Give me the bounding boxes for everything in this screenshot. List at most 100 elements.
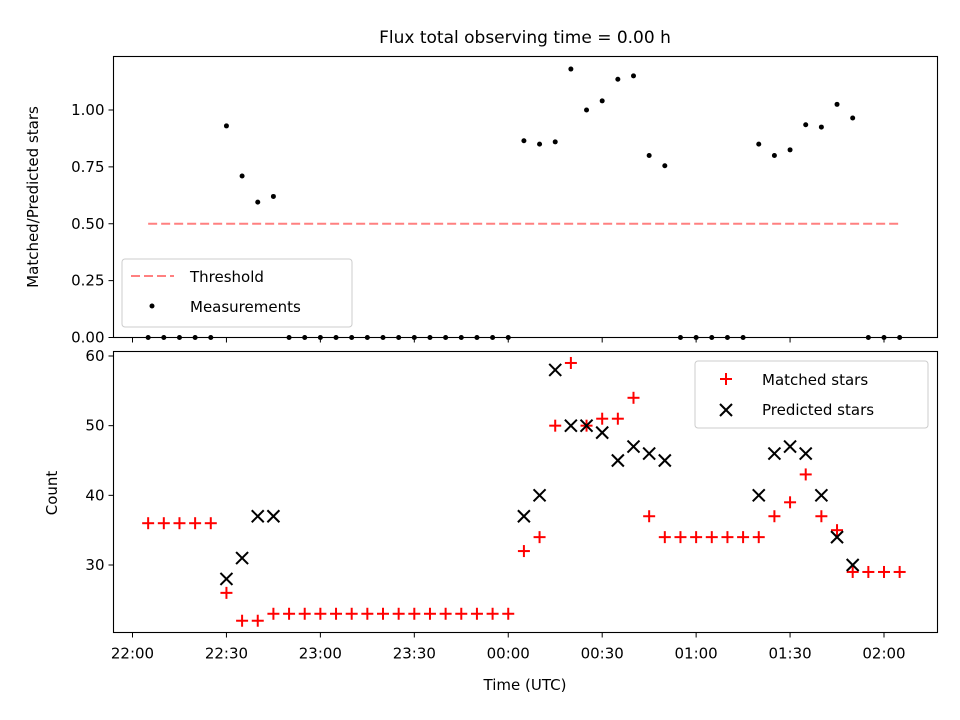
top-title: Flux total observing time = 0.00 h xyxy=(379,28,671,48)
bottom-x-tick-label: 02:00 xyxy=(862,645,905,663)
matched-star-point xyxy=(470,607,483,620)
predicted-star-point xyxy=(266,509,281,523)
bottom-x-tick-label: 22:30 xyxy=(205,645,248,663)
top-legend-box xyxy=(121,258,353,328)
top-y-tick-label: 1.00 xyxy=(71,101,104,119)
matched-star-point xyxy=(846,565,859,578)
legend-predicted-swatch xyxy=(719,403,733,417)
matched-star-point xyxy=(643,510,656,523)
measurement-point xyxy=(771,153,777,158)
matched-star-point xyxy=(267,607,280,620)
predicted-star-point xyxy=(767,446,782,461)
measurement-point xyxy=(270,193,276,199)
matched-star-point xyxy=(690,531,703,544)
matched-star-point xyxy=(189,517,202,530)
matched-star-point xyxy=(408,607,421,620)
matched-star-point xyxy=(220,586,233,599)
measurement-point xyxy=(584,107,590,113)
matched-star-point xyxy=(752,531,765,544)
matched-star-point xyxy=(377,607,389,620)
predicted-star-point xyxy=(517,509,531,523)
bottom-panel: Count Time (UTC) 30 40 50 60 22:00 22:30 23:0… xyxy=(43,347,939,694)
bottom-y-ticks: 30 40 50 60 xyxy=(85,347,114,574)
measurement-point xyxy=(646,153,652,158)
predicted-star-point xyxy=(219,572,234,586)
measurement-point xyxy=(803,122,809,128)
measurement-point xyxy=(255,199,261,205)
top-y-axis-label: Matched/Predicted stars xyxy=(24,106,42,288)
measurement-point xyxy=(787,147,793,153)
measurement-point xyxy=(615,76,621,82)
measurement-point xyxy=(850,115,856,121)
bottom-x-tick-label: 23:30 xyxy=(393,645,436,663)
matched-star-point xyxy=(439,607,452,620)
bottom-x-axis-label: Time (UTC) xyxy=(483,676,567,694)
matched-star-point xyxy=(236,614,249,627)
measurement-point xyxy=(239,173,245,179)
matched-star-point xyxy=(721,531,734,544)
top-y-tick-label: 0.50 xyxy=(71,215,104,233)
matched-star-point xyxy=(298,607,311,620)
matched-star-point xyxy=(815,510,828,523)
matched-star-point xyxy=(768,510,781,523)
matched-star-point xyxy=(486,607,499,620)
predicted-star-point xyxy=(251,509,265,523)
matched-star-point xyxy=(361,607,374,620)
matched-star-point xyxy=(564,356,577,369)
matched-star-point xyxy=(455,607,468,620)
legend-measurements-swatch xyxy=(149,303,155,309)
matched-star-point xyxy=(549,419,562,432)
predicted-star-point xyxy=(579,418,594,433)
matched-star-point xyxy=(314,607,327,620)
bottom-x-tick-label: 22:00 xyxy=(111,645,154,663)
bottom-x-tick-label: 00:00 xyxy=(487,645,530,663)
predicted-star-point xyxy=(830,530,844,544)
matched-star-point xyxy=(142,517,155,530)
matched-star-point xyxy=(737,531,750,544)
measurement-point xyxy=(223,123,229,129)
bottom-x-tick-label: 01:30 xyxy=(768,645,811,663)
predicted-star-point xyxy=(814,488,829,503)
top-axes-frame xyxy=(112,55,939,339)
matched-star-point xyxy=(878,565,890,578)
predicted-star-point xyxy=(626,439,641,454)
predicted-star-point xyxy=(799,446,813,461)
top-x-ticks xyxy=(132,337,885,343)
bottom-y-tick-label: 30 xyxy=(85,556,104,574)
bottom-y-axis-label: Count xyxy=(43,471,61,516)
predicted-star-point xyxy=(783,439,797,454)
measurement-point xyxy=(756,141,762,147)
matched-star-point xyxy=(627,391,640,404)
bottom-x-tick-label: 00:30 xyxy=(581,645,624,663)
matched-star-point xyxy=(596,412,609,425)
matched-star-point xyxy=(423,607,436,620)
bottom-y-tick-label: 40 xyxy=(85,486,104,504)
matched-star-point xyxy=(674,531,687,544)
matched-star-point xyxy=(611,412,624,425)
predicted-star-point xyxy=(564,418,578,433)
bottom-y-tick-label: 60 xyxy=(85,347,104,365)
top-plot-area xyxy=(145,66,903,340)
top-y-tick-label: 0.00 xyxy=(71,329,104,347)
predicted-star-point xyxy=(235,551,249,565)
measurement-point xyxy=(552,139,558,145)
top-y-tick-label: 0.25 xyxy=(71,272,104,290)
predicted-star-point xyxy=(845,558,860,572)
top-legend: Threshold Measurements xyxy=(121,258,353,328)
top-y-tick-label: 0.75 xyxy=(71,158,104,176)
bottom-x-tick-label: 23:00 xyxy=(299,645,342,663)
matched-star-point xyxy=(658,531,671,544)
legend-threshold-label: Threshold xyxy=(189,268,264,286)
matched-star-point xyxy=(330,607,343,620)
predicted-star-point xyxy=(611,453,625,468)
predicted-star-point xyxy=(752,488,766,503)
legend-matched-swatch xyxy=(720,373,732,385)
matched-star-point xyxy=(283,607,296,620)
legend-matched-label: Matched stars xyxy=(762,371,868,389)
measurement-point xyxy=(834,101,840,107)
bottom-x-ticks: 22:00 22:30 23:00 23:30 00:00 00:30 01:00 01:30… xyxy=(111,632,906,663)
matched-star-point xyxy=(533,531,546,544)
measurement-point xyxy=(537,141,543,147)
bottom-legend: Matched stars Predicted stars xyxy=(694,360,929,429)
